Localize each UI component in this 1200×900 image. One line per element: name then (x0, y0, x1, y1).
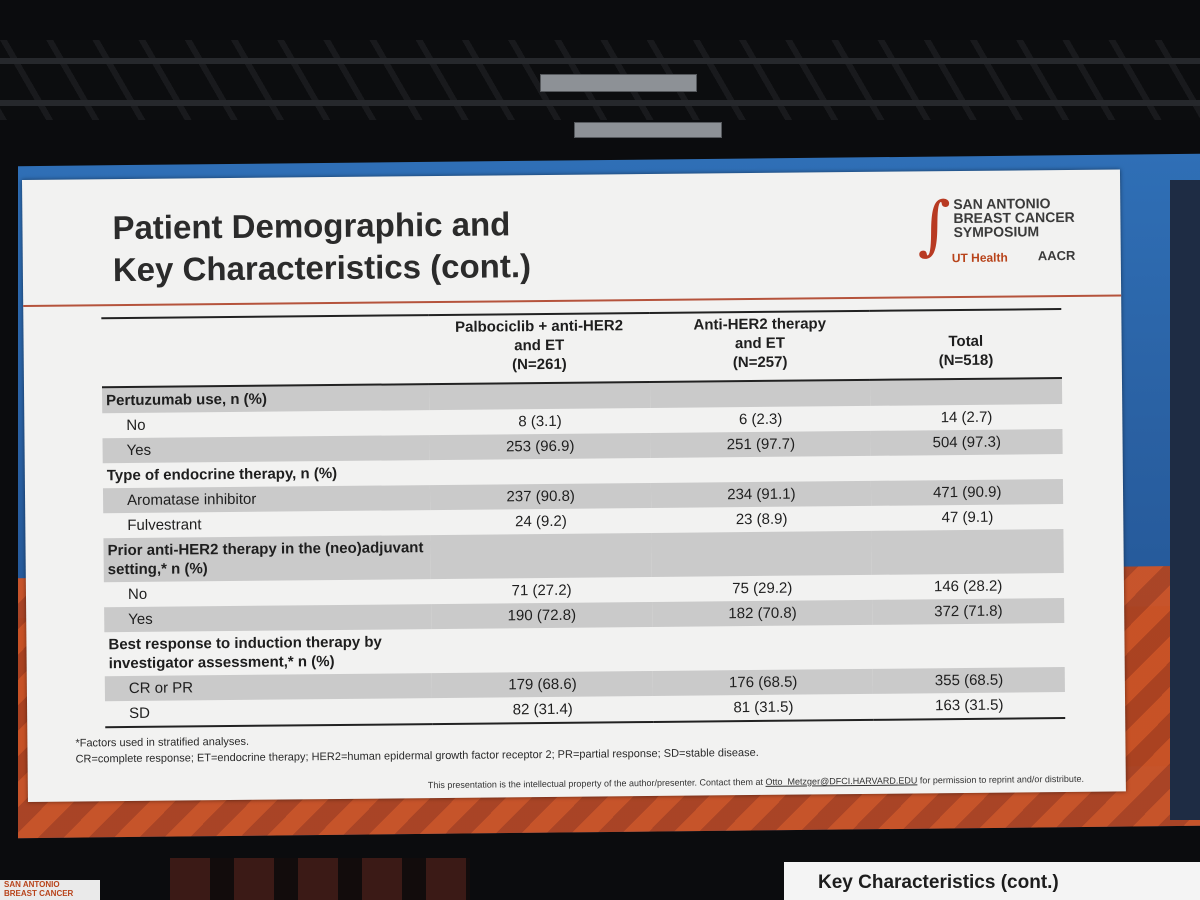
row-label: Type of endocrine therapy, n (%) (103, 460, 430, 488)
header-column-3: Total (N=518) (870, 309, 1062, 380)
slide-title: Patient Demographic and Key Characterist… (112, 203, 531, 291)
cell-value: 81 (31.5) (653, 694, 873, 722)
presentation-slide: Patient Demographic and Key Characterist… (22, 169, 1126, 802)
logo-org-name: SAN ANTONIO BREAST CANCER SYMPOSIUM (953, 196, 1075, 239)
cell-value: 176 (68.5) (653, 669, 873, 696)
table-header-row: Palbociclib + anti-HER2 and ET (N=261) Anti… (101, 309, 1062, 387)
ut-health-logo: UT Health (952, 251, 1008, 266)
title-divider (23, 294, 1121, 307)
cell-value (431, 627, 653, 673)
header-label-column (101, 315, 429, 387)
cell-value: 146 (28.2) (872, 573, 1064, 600)
cell-value (873, 623, 1065, 669)
row-label: Yes (102, 435, 429, 463)
next-screen-title: Key Characteristics (cont.) (818, 872, 1059, 894)
row-label: Prior anti-HER2 therapy in the (neo)adju… (103, 535, 430, 582)
row-label: Aromatase inhibitor (103, 485, 430, 513)
confidence-monitor (170, 858, 470, 900)
row-label: SD (105, 698, 432, 727)
row-label: Yes (104, 604, 431, 632)
copyright-notice: This presentation is the intellectual pr… (428, 774, 1084, 790)
sabcs-logo: ∫ SAN ANTONIO BREAST CANCER SYMPOSIUM UT… (917, 190, 1108, 282)
cell-value (650, 380, 870, 408)
cell-value: 372 (71.8) (872, 598, 1064, 625)
truss-bar-bottom (0, 100, 1200, 106)
cell-value: 504 (97.3) (871, 429, 1063, 456)
row-label: Fulvestrant (103, 510, 430, 538)
table-body: Pertuzumab use, n (%) No 8 (3.1) 6 (2.3) 14 … (102, 378, 1065, 727)
cell-value: 71 (27.2) (431, 577, 653, 604)
row-label: CR or PR (105, 673, 432, 701)
footnote-stratified: *Factors used in stratified analyses. (75, 736, 249, 750)
footnote-abbreviations: CR=complete response; ET=endocrine thera… (76, 747, 759, 766)
next-screen: Key Characteristics (cont.) (784, 862, 1200, 900)
cell-value: 75 (29.2) (652, 575, 872, 602)
side-screen-edge (1170, 180, 1200, 820)
cell-value: 163 (31.5) (873, 692, 1065, 720)
ribbon-logo-icon: ∫ (917, 191, 951, 261)
cell-value: 179 (68.6) (432, 671, 654, 698)
cell-value: 237 (90.8) (430, 483, 652, 510)
cell-value (430, 458, 652, 485)
cell-value: 6 (2.3) (650, 406, 870, 433)
header-column-1: Palbociclib + anti-HER2 and ET (N=261) (428, 313, 650, 384)
cell-value: 82 (31.4) (432, 696, 654, 724)
corner-sabcs-logo: SAN ANTONIO BREAST CANCER (0, 880, 100, 900)
cell-value: 24 (9.2) (430, 508, 652, 535)
row-label: Pertuzumab use, n (%) (102, 384, 429, 413)
cell-value: 251 (97.7) (651, 431, 871, 458)
cell-value (871, 454, 1063, 481)
cell-value: 14 (2.7) (871, 404, 1063, 431)
cell-value (652, 531, 873, 577)
cell-value (870, 378, 1062, 406)
cell-value (872, 529, 1064, 575)
cell-value (651, 456, 871, 483)
slide-title-line-1: Patient Demographic and (112, 203, 531, 249)
cell-value: 182 (70.8) (652, 600, 872, 627)
cell-value: 355 (68.5) (873, 667, 1065, 694)
row-label: Best response to induction therapy by in… (104, 629, 431, 676)
cell-value: 8 (3.1) (429, 408, 651, 435)
cell-value: 47 (9.1) (872, 504, 1064, 531)
header-column-2: Anti-HER2 therapy and ET (N=257) (650, 311, 871, 382)
contact-email-link[interactable]: Otto_Metzger@DFCI.HARVARD.EDU (765, 775, 917, 786)
cell-value: 471 (90.9) (871, 479, 1063, 506)
ceiling-light (540, 74, 697, 92)
truss-bar-top (0, 58, 1200, 64)
slide-title-line-2: Key Characteristics (cont.) (113, 245, 532, 291)
characteristics-table: Palbociclib + anti-HER2 and ET (N=261) Anti… (101, 308, 1065, 728)
ceiling-light (574, 122, 722, 138)
cell-value: 190 (72.8) (431, 602, 653, 629)
row-label: No (102, 410, 429, 438)
cell-value: 23 (8.9) (651, 506, 871, 533)
aacr-logo: AACR (1038, 248, 1076, 263)
cell-value (653, 625, 874, 671)
cell-value (430, 533, 652, 579)
row-label: No (104, 579, 431, 607)
cell-value: 253 (96.9) (429, 433, 651, 460)
cell-value: 234 (91.1) (651, 481, 871, 508)
cell-value (429, 382, 651, 410)
